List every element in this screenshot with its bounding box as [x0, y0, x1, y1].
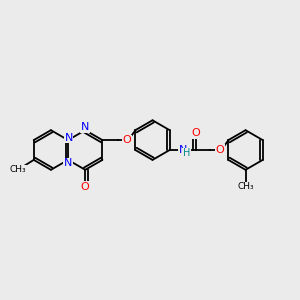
Text: H: H: [183, 148, 190, 158]
Text: CH₃: CH₃: [10, 165, 26, 174]
Text: O: O: [81, 182, 90, 192]
Text: N: N: [178, 145, 187, 155]
Text: N: N: [64, 133, 73, 143]
Text: N: N: [81, 122, 89, 132]
Text: O: O: [216, 145, 224, 155]
Text: CH₃: CH₃: [237, 182, 254, 191]
Text: O: O: [192, 128, 200, 138]
Text: O: O: [123, 135, 131, 145]
Text: N: N: [64, 158, 72, 168]
